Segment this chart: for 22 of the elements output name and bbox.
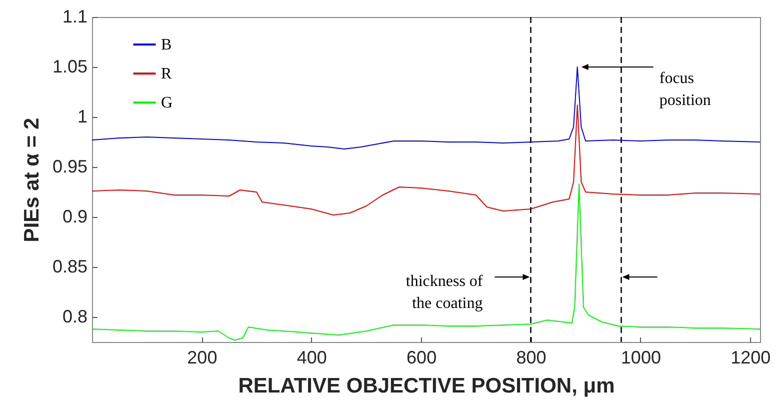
y-tick-label: 0.85 [52,256,88,276]
x-tick-label: 800 [516,348,546,368]
y-tick-label: 1 [77,106,88,126]
legend-label: B [161,36,172,54]
legend-label: R [161,66,172,82]
legend-label: G [161,94,173,112]
x-tick-label: 200 [187,348,218,368]
y-tick-label: 0.95 [52,156,88,176]
y-axis-title: PIEs at α = 2 [20,118,44,242]
x-tick-label: 1000 [620,348,661,368]
y-tick-label: 1.1 [62,6,88,26]
line-series [92,184,760,340]
x-tick-label: 400 [296,348,327,368]
annotation: thickness of the coating [406,273,484,312]
x-tick-label: 600 [406,348,437,368]
x-axis-title: RELATIVE OBJECTIVE POSITION, μm [238,374,615,398]
y-tick-label: 0.9 [62,206,88,226]
annotation: focus position [659,70,711,109]
x-tick-label: 1200 [730,348,771,368]
y-tick-label: 0.8 [62,306,88,326]
line-series [92,66,760,150]
y-tick-label: 1.05 [52,56,88,76]
